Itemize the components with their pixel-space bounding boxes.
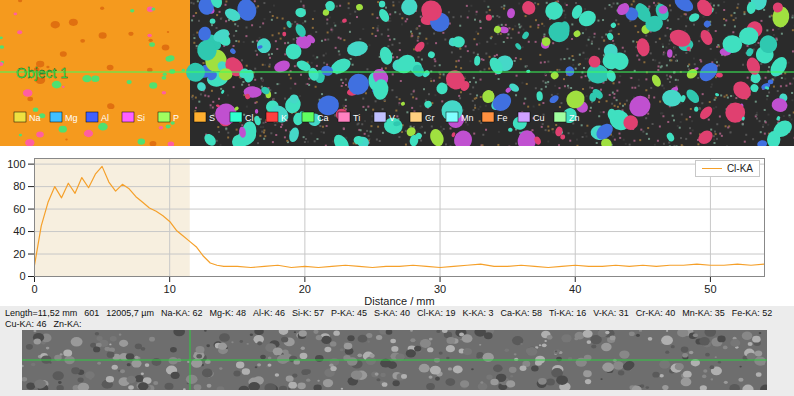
html-text:12005,7 µm: 12005,7 µm xyxy=(106,308,154,318)
svg-text:Ca: Ca xyxy=(317,113,329,123)
svg-text:Mg: Mg xyxy=(65,113,78,123)
svg-text:Object 1: Object 1 xyxy=(16,65,68,81)
svg-text:Cr: Cr xyxy=(425,113,435,123)
svg-text:S: S xyxy=(209,113,215,123)
html-text:Cr-KA: 40: Cr-KA: 40 xyxy=(635,308,676,318)
svg-text:20: 20 xyxy=(299,283,311,295)
svg-text:40: 40 xyxy=(569,283,581,295)
html-text:Cl-KA: Cl-KA xyxy=(726,163,753,174)
svg-text:0: 0 xyxy=(19,270,25,282)
html-text:Zn-KA:: Zn-KA: xyxy=(53,319,82,329)
svg-text:80: 80 xyxy=(13,180,25,192)
html-text:K-KA: 3: K-KA: 3 xyxy=(462,308,494,318)
svg-text:10: 10 xyxy=(164,283,176,295)
html-text:Cu-KA: 46: Cu-KA: 46 xyxy=(5,319,47,329)
svg-text:P: P xyxy=(173,113,179,123)
html-text:Cl-KA: 19: Cl-KA: 19 xyxy=(417,308,456,318)
svg-text:Mn: Mn xyxy=(461,113,474,123)
html-text:Ti-KA: 16: Ti-KA: 16 xyxy=(549,308,587,318)
svg-text:40: 40 xyxy=(13,225,25,237)
svg-text:20: 20 xyxy=(13,248,25,260)
svg-text:100: 100 xyxy=(7,158,25,170)
svg-text:K: K xyxy=(281,113,287,123)
svg-text:Cu: Cu xyxy=(533,113,545,123)
svg-text:Al: Al xyxy=(101,113,109,123)
html-text:Na-KA: 62: Na-KA: 62 xyxy=(160,308,203,318)
svg-text:0: 0 xyxy=(31,283,37,295)
html-text:Length=11,52 mm: Length=11,52 mm xyxy=(5,308,78,318)
html-text:Mn-KA: 35: Mn-KA: 35 xyxy=(682,308,725,318)
html-text:P-KA: 45: P-KA: 45 xyxy=(331,308,367,318)
html-text:Si-K: 57: Si-K: 57 xyxy=(292,308,324,318)
svg-text:Cl: Cl xyxy=(245,113,254,123)
html-text:601: 601 xyxy=(84,308,100,318)
html-text:Mg-K: 48: Mg-K: 48 xyxy=(209,308,246,318)
html-text:Ca-KA: 58: Ca-KA: 58 xyxy=(500,308,543,318)
svg-text:Distance / mm: Distance / mm xyxy=(364,295,434,307)
svg-text:Ti: Ti xyxy=(353,113,360,123)
svg-text:Fe: Fe xyxy=(497,113,508,123)
svg-text:Na: Na xyxy=(29,113,41,123)
html-text:S-KA: 40: S-KA: 40 xyxy=(374,308,410,318)
svg-text:V: V xyxy=(389,113,395,123)
svg-text:Zn: Zn xyxy=(569,113,580,123)
html-text:V-KA: 31: V-KA: 31 xyxy=(593,308,629,318)
svg-text:30: 30 xyxy=(434,283,446,295)
html-text:Al-K: 46: Al-K: 46 xyxy=(252,308,285,318)
svg-text:Si: Si xyxy=(137,113,145,123)
svg-text:50: 50 xyxy=(704,283,716,295)
html-text:Fe-KA: 52: Fe-KA: 52 xyxy=(731,308,773,318)
svg-text:60: 60 xyxy=(13,203,25,215)
